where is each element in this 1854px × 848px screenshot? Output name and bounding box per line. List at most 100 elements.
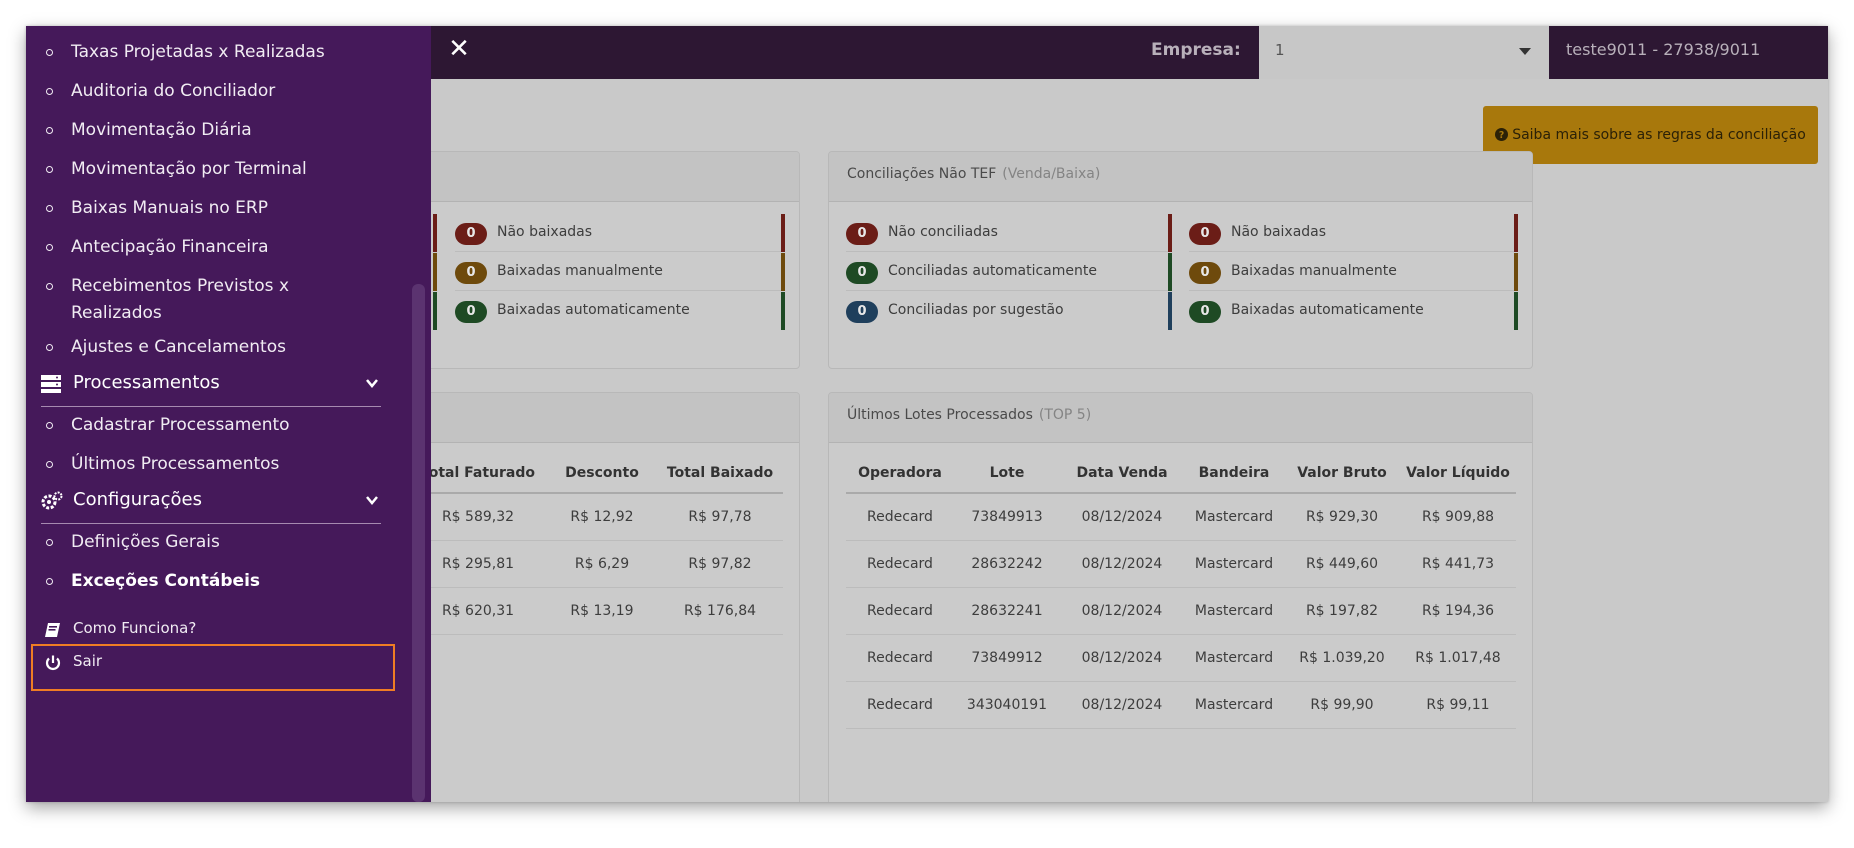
table-cell: R$ 99,90 xyxy=(1284,681,1400,729)
sidebar-item-label: Taxas Projetadas x Realizadas xyxy=(71,42,325,62)
sidebar-item-label: Antecipação Financeira xyxy=(71,237,269,257)
stat-label: Conciliadas automaticamente xyxy=(888,263,1097,279)
table-cell: 73849913 xyxy=(954,493,1060,541)
table-cell: R$ 449,60 xyxy=(1284,540,1400,588)
bullet-icon xyxy=(46,578,53,585)
sidebar-item-label: Recebimentos Previstos x Realizados xyxy=(71,276,290,323)
sidebar-item-label: Definições Gerais xyxy=(71,532,220,552)
column-header: Valor Bruto xyxy=(1284,453,1400,494)
column-header: Lote xyxy=(954,453,1060,494)
stat-row: 0 Não conciliadas xyxy=(846,214,1172,252)
rules-info-label: Saiba mais sobre as regras da conciliaçã… xyxy=(1512,127,1806,143)
table-row: Redecard 73849912 08/12/2024 Mastercard … xyxy=(846,634,1516,682)
stat-row: 0 Baixadas manualmente xyxy=(455,253,785,291)
table-cell: 08/12/2024 xyxy=(1060,540,1184,588)
sidebar-section-processamentos[interactable]: Processamentos xyxy=(41,363,381,407)
sidebar-item-label: Exceções Contábeis xyxy=(71,571,261,591)
stat-label: Não baixadas xyxy=(497,224,593,240)
chevron-down-icon xyxy=(366,379,378,388)
column-header: Valor Líquido xyxy=(1400,453,1516,494)
bullet-icon xyxy=(46,283,53,290)
table-cell: 28632241 xyxy=(954,587,1060,635)
table-cell: R$ 13,19 xyxy=(547,587,657,635)
close-icon[interactable]: ✕ xyxy=(448,34,470,64)
bullet-icon xyxy=(46,205,53,212)
lotes-table: Operadora Lote Data Venda Bandeira Valor… xyxy=(846,453,1516,729)
bullet-icon xyxy=(46,49,53,56)
stat-row: 0 Não baixadas xyxy=(1189,214,1518,252)
sidebar-section-configuracoes[interactable]: Configurações xyxy=(41,480,381,524)
footer-item-label: Como Funciona? xyxy=(73,619,197,637)
non-tef-panel-header: Conciliações Não TEF (Venda/Baixa) xyxy=(829,152,1532,202)
left-bar-orange xyxy=(433,253,437,291)
count-badge: 0 xyxy=(1189,223,1221,245)
sidebar-scrollbar[interactable] xyxy=(412,284,425,802)
stat-label: Baixadas automaticamente xyxy=(497,302,690,318)
table-cell: R$ 1.039,20 xyxy=(1284,634,1400,682)
table-row: Redecard 343040191 08/12/2024 Mastercard… xyxy=(846,681,1516,729)
bullet-icon xyxy=(46,461,53,468)
table-cell: 08/12/2024 xyxy=(1060,681,1184,729)
table-cell: R$ 97,82 xyxy=(657,540,783,588)
status-bar xyxy=(1514,292,1518,330)
stat-label: Não baixadas xyxy=(1231,224,1327,240)
bullet-icon xyxy=(46,127,53,134)
status-bar xyxy=(781,214,785,252)
table-cell: Redecard xyxy=(846,493,954,541)
section-label: Configurações xyxy=(73,489,202,510)
column-header: Total Faturado xyxy=(409,453,547,494)
table-header-row: Operadora Lote Data Venda Bandeira Valor… xyxy=(846,453,1516,494)
count-badge: 0 xyxy=(455,301,487,323)
table-cell: R$ 295,81 xyxy=(409,540,547,588)
sidebar-item-label: Ajustes e Cancelamentos xyxy=(71,337,286,357)
status-bar xyxy=(1168,292,1172,330)
app-window: ✕ Empresa: 1 teste9011 - 27938/9011 ? Sa… xyxy=(26,26,1828,802)
table-cell: Mastercard xyxy=(1184,493,1284,541)
power-icon xyxy=(45,655,61,670)
column-header: Total Baixado xyxy=(657,453,783,494)
rules-info-button[interactable]: ? Saiba mais sobre as regras da concilia… xyxy=(1483,106,1818,164)
stat-label: Não conciliadas xyxy=(888,224,998,240)
empresa-label: Empresa: xyxy=(1151,40,1241,60)
empresa-select[interactable]: 1 xyxy=(1259,26,1549,79)
column-header: Desconto xyxy=(547,453,657,494)
table-row: Redecard 28632241 08/12/2024 Mastercard … xyxy=(846,587,1516,635)
panel-subtitle: (TOP 5) xyxy=(1038,407,1092,423)
gears-icon xyxy=(41,491,63,510)
table-cell: Mastercard xyxy=(1184,634,1284,682)
highlight-box xyxy=(31,644,395,691)
sidebar-item-label: Últimos Processamentos xyxy=(71,454,280,474)
table-cell: R$ 1.017,48 xyxy=(1400,634,1516,682)
tef-batches-table: Total Faturado Desconto Total Baixado R$… xyxy=(409,453,783,635)
table-cell: 343040191 xyxy=(954,681,1060,729)
status-bar xyxy=(1168,214,1172,252)
table-row: Redecard 73849913 08/12/2024 Mastercard … xyxy=(846,493,1516,541)
table-cell: Redecard xyxy=(846,634,954,682)
table-cell: R$ 97,78 xyxy=(657,493,783,541)
empresa-select-value: 1 xyxy=(1275,41,1285,59)
table-cell: R$ 197,82 xyxy=(1284,587,1400,635)
table-cell: 08/12/2024 xyxy=(1060,587,1184,635)
table-cell: R$ 620,31 xyxy=(409,587,547,635)
table-cell: R$ 12,92 xyxy=(547,493,657,541)
lotes-panel-header: Últimos Lotes Processados (TOP 5) xyxy=(829,393,1532,443)
panel-title: Conciliações Não TEF xyxy=(847,166,997,182)
count-badge: 0 xyxy=(455,262,487,284)
table-cell: 08/12/2024 xyxy=(1060,493,1184,541)
table-cell: R$ 176,84 xyxy=(657,587,783,635)
status-bar xyxy=(781,253,785,291)
bullet-icon xyxy=(46,539,53,546)
sidebar-item-label: Movimentação por Terminal xyxy=(71,159,307,179)
panel-subtitle: (Venda/Baixa) xyxy=(1002,166,1101,182)
server-icon xyxy=(41,375,61,393)
column-header: Bandeira xyxy=(1184,453,1284,494)
table-row: R$ 620,31 R$ 13,19 R$ 176,84 xyxy=(409,587,783,635)
table-cell: Mastercard xyxy=(1184,587,1284,635)
sidebar-item-recebimentos[interactable]: Recebimentos Previstos x Realizados xyxy=(46,273,386,323)
table-row: Redecard 28632242 08/12/2024 Mastercard … xyxy=(846,540,1516,588)
caret-down-icon xyxy=(1519,48,1531,55)
table-cell: R$ 589,32 xyxy=(409,493,547,541)
sidebar-item-label: Baixas Manuais no ERP xyxy=(71,198,268,218)
count-badge: 0 xyxy=(1189,262,1221,284)
count-badge: 0 xyxy=(846,223,878,245)
